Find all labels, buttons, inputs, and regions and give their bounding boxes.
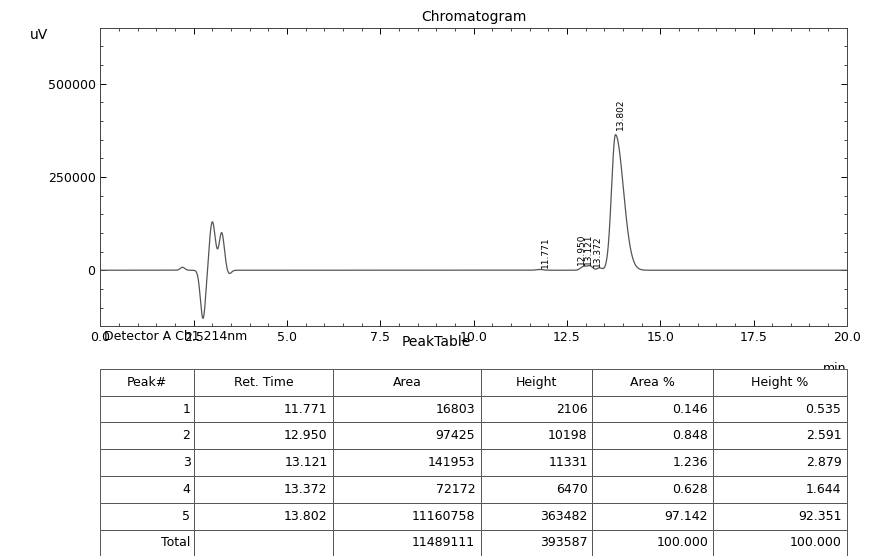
Title: Chromatogram: Chromatogram (421, 10, 526, 24)
Text: uV: uV (30, 28, 48, 42)
Text: 12.950: 12.950 (577, 234, 587, 265)
Text: min: min (823, 362, 847, 375)
Text: 13.802: 13.802 (615, 99, 624, 130)
Text: Detector A Ch1 214nm: Detector A Ch1 214nm (104, 330, 247, 344)
Text: 13.372: 13.372 (593, 235, 602, 267)
Text: 11.771: 11.771 (540, 236, 550, 268)
Text: 13.121: 13.121 (584, 234, 593, 265)
Text: PeakTable: PeakTable (402, 335, 471, 349)
